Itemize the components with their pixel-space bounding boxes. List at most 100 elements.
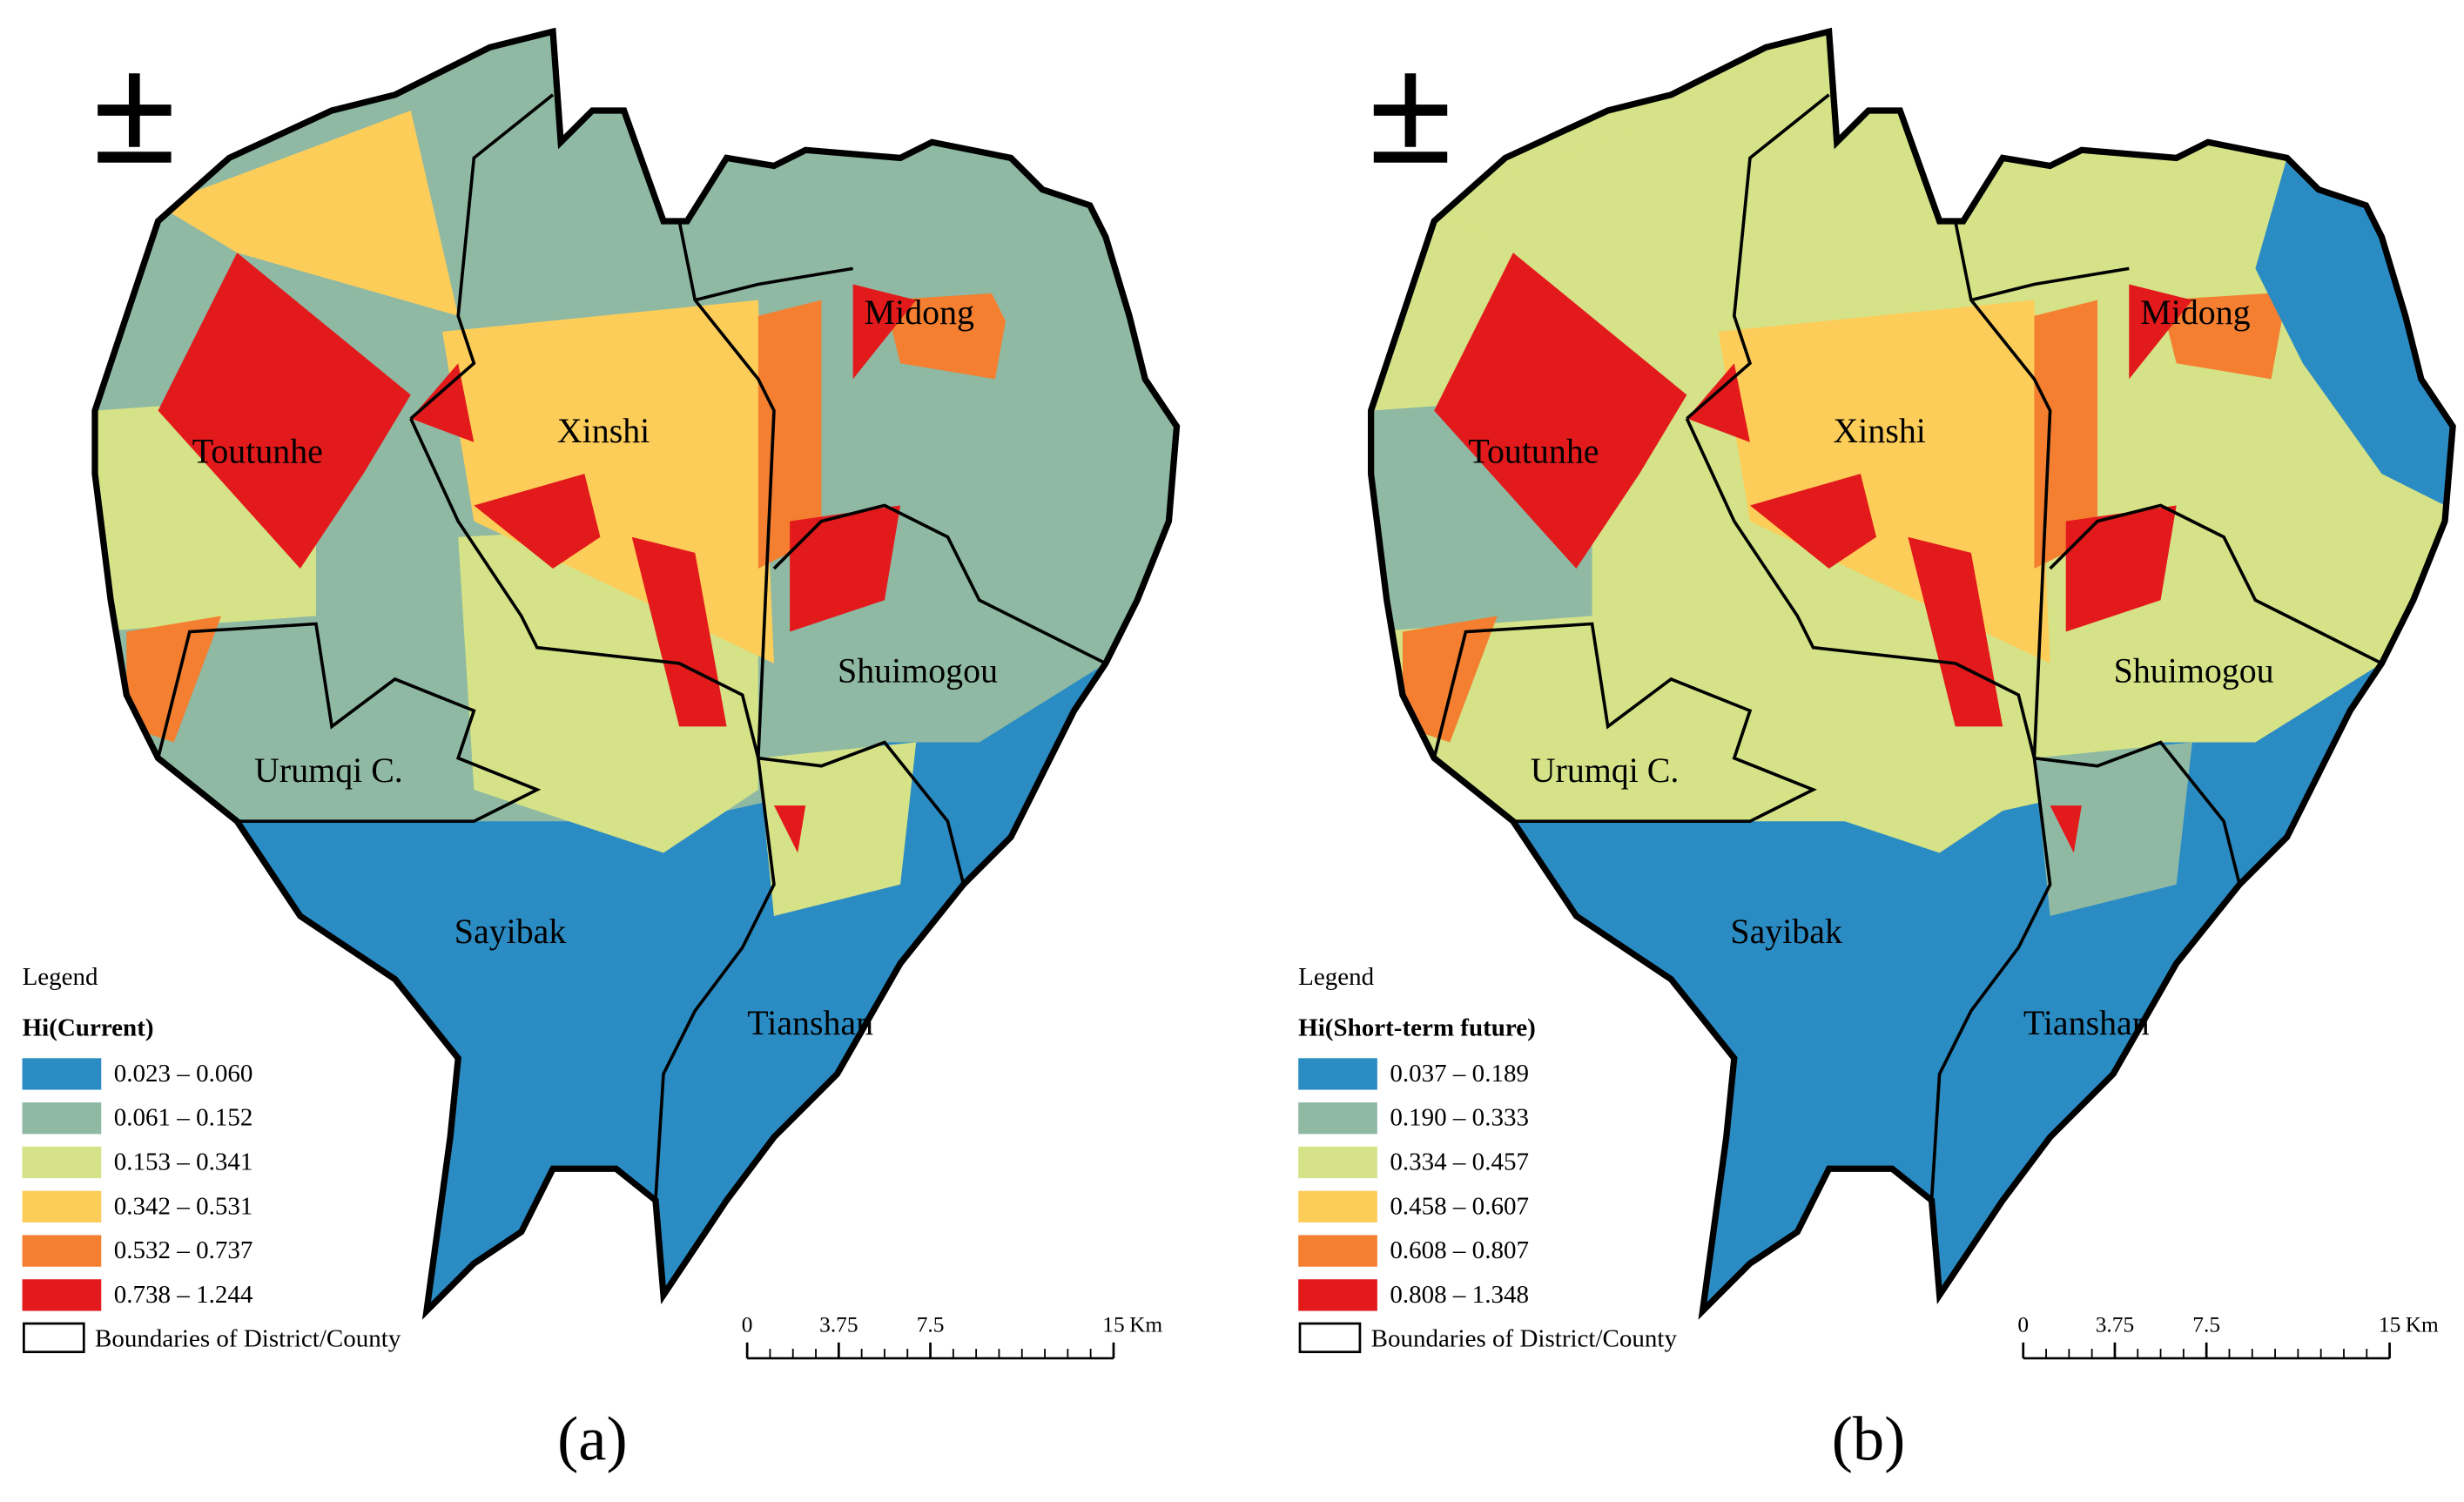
scale-tick-label: 3.75 bbox=[819, 1312, 858, 1337]
legend-label: 0.608 – 0.807 bbox=[1390, 1236, 1529, 1264]
district-boundary bbox=[654, 220, 776, 1201]
region bbox=[2050, 805, 2082, 853]
legend-swatch bbox=[22, 1102, 102, 1135]
district-label: Sayibak bbox=[1730, 912, 1842, 951]
region bbox=[1434, 253, 1687, 569]
region bbox=[2034, 742, 2192, 917]
city-outline bbox=[1367, 27, 2456, 1320]
legend-label: 0.532 – 0.737 bbox=[114, 1236, 253, 1264]
legend-swatch bbox=[22, 1146, 102, 1179]
region bbox=[1908, 536, 2003, 727]
north-arrow: ± bbox=[1367, 23, 1454, 198]
legend-swatch bbox=[22, 1235, 102, 1267]
north-arrow: ± bbox=[91, 23, 178, 198]
region bbox=[1402, 616, 1498, 743]
panel-label: (b) bbox=[1832, 1403, 1906, 1473]
region bbox=[884, 292, 1012, 380]
map-panel: Toutunhe Xinshi Midong Shuimogou Urumqi C. Sa… bbox=[22, 23, 1181, 1473]
region bbox=[631, 536, 727, 727]
scale-unit: Km bbox=[1129, 1312, 1162, 1337]
legend-swatch bbox=[1298, 1102, 1377, 1135]
legend-swatch bbox=[1298, 1190, 1377, 1222]
city-outline bbox=[91, 27, 1181, 1320]
region bbox=[1686, 363, 1750, 442]
legend-heading: Legend bbox=[1298, 963, 1374, 991]
region bbox=[773, 805, 806, 853]
district-boundary bbox=[1929, 220, 2052, 1201]
district-boundary bbox=[409, 417, 760, 759]
map-panel: Toutunhe Xinshi Midong Shuimogou Urumqi C. Sa… bbox=[1298, 23, 2456, 1473]
region bbox=[1749, 474, 1877, 569]
district-label: Midong bbox=[2140, 293, 2250, 332]
scale-tick-label: 15 bbox=[1102, 1312, 1124, 1337]
district-label: Urumqi C. bbox=[254, 751, 403, 790]
legend-swatch bbox=[1298, 1279, 1377, 1311]
district-boundary bbox=[1970, 266, 2130, 302]
scale-tick-label: 0 bbox=[742, 1312, 753, 1337]
legend-title: Hi(Short-term future) bbox=[1298, 1014, 1536, 1041]
district-label: Xinshi bbox=[557, 411, 650, 450]
district-label: Tianshan bbox=[747, 1003, 873, 1042]
district-label: Shuimogou bbox=[838, 651, 998, 690]
legend-label: 0.342 – 0.531 bbox=[114, 1192, 253, 1220]
region bbox=[2034, 300, 2098, 569]
district-boundary bbox=[1685, 417, 2037, 759]
district-boundary bbox=[1686, 93, 1830, 421]
district-label: Sayibak bbox=[454, 912, 567, 951]
district-label: Tianshan bbox=[2023, 1003, 2150, 1042]
district-boundary bbox=[409, 93, 555, 421]
district-label: Shuimogou bbox=[2114, 651, 2274, 690]
legend-swatch bbox=[22, 1190, 102, 1222]
legend-swatch bbox=[22, 1058, 102, 1090]
district-label: Toutunhe bbox=[192, 432, 323, 471]
legend-label: 0.061 – 0.152 bbox=[114, 1104, 253, 1132]
district-label: Midong bbox=[865, 293, 974, 332]
region bbox=[1434, 110, 1734, 316]
scale-tick-label: 7.5 bbox=[2192, 1312, 2220, 1337]
region bbox=[474, 474, 601, 569]
region bbox=[757, 300, 822, 569]
district-boundary bbox=[694, 266, 853, 302]
region bbox=[410, 363, 475, 442]
district-boundary bbox=[772, 503, 1107, 665]
region bbox=[126, 616, 222, 743]
legend-swatch bbox=[1298, 1322, 1362, 1354]
legend-label: 0.037 – 0.189 bbox=[1390, 1060, 1529, 1088]
region bbox=[852, 284, 917, 380]
region bbox=[757, 742, 917, 917]
legend-label: 0.808 – 1.348 bbox=[1390, 1281, 1529, 1309]
panel-label: (a) bbox=[557, 1403, 628, 1473]
legend-swatch bbox=[22, 1279, 102, 1311]
legend-label: 0.190 – 0.333 bbox=[1390, 1104, 1529, 1132]
scale-tick-label: 3.75 bbox=[2096, 1312, 2134, 1337]
legend-label: Boundaries of District/County bbox=[1371, 1325, 1678, 1353]
scale-unit: Km bbox=[2406, 1312, 2439, 1337]
district-label: Urumqi C. bbox=[1531, 751, 1680, 790]
district-boundary bbox=[2049, 503, 2383, 665]
district-boundary bbox=[1432, 622, 1817, 824]
legend-swatch bbox=[1298, 1146, 1377, 1179]
region bbox=[2160, 292, 2287, 380]
region bbox=[790, 505, 901, 632]
legend-label: 0.334 – 0.457 bbox=[1390, 1148, 1529, 1175]
region bbox=[158, 253, 411, 569]
legend-label: 0.458 – 0.607 bbox=[1390, 1192, 1529, 1220]
legend-heading: Legend bbox=[23, 963, 98, 991]
legend-swatch bbox=[1298, 1235, 1377, 1267]
district-label: Toutunhe bbox=[1468, 432, 1599, 471]
scale-tick-label: 0 bbox=[2017, 1312, 2029, 1337]
district-label: Xinshi bbox=[1833, 411, 1925, 450]
region bbox=[2065, 505, 2177, 632]
district-boundary bbox=[156, 622, 542, 824]
regions bbox=[1370, 31, 2454, 1201]
legend-label: 0.738 – 1.244 bbox=[114, 1281, 253, 1309]
legend-swatch bbox=[1298, 1058, 1377, 1090]
region bbox=[2129, 284, 2192, 380]
scale-tick-label: 15 bbox=[2379, 1312, 2400, 1337]
legend-label: Boundaries of District/County bbox=[95, 1325, 401, 1353]
legend-title: Hi(Current) bbox=[23, 1014, 154, 1041]
legend-label: 0.023 – 0.060 bbox=[114, 1060, 253, 1088]
scale-tick-label: 7.5 bbox=[917, 1312, 945, 1337]
district-boundary bbox=[2034, 740, 2242, 886]
legend-swatch bbox=[23, 1322, 85, 1354]
